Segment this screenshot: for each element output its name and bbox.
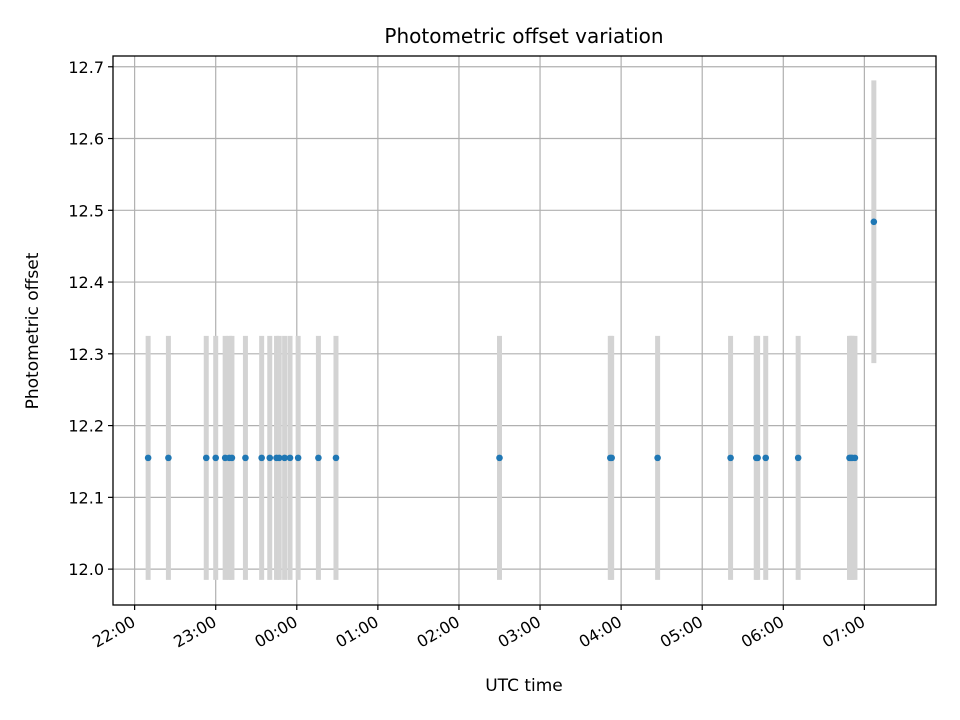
data-point <box>754 454 761 462</box>
x-tick-label: 06:00 <box>738 612 787 652</box>
x-axis-label: UTC time <box>485 676 563 696</box>
data-point <box>315 454 322 462</box>
x-tick-label: 00:00 <box>251 612 300 652</box>
data-point <box>851 454 859 462</box>
data-point <box>242 454 249 462</box>
data-point <box>212 454 220 462</box>
x-tick-label: 04:00 <box>576 612 625 652</box>
y-tick-label: 12.1 <box>68 488 104 507</box>
x-tick-label: 22:00 <box>89 612 138 652</box>
x-tick-label: 05:00 <box>657 612 706 652</box>
y-tick-label: 12.7 <box>68 58 104 77</box>
data-point <box>332 454 340 462</box>
data-point <box>165 454 172 462</box>
y-tick-label: 12.0 <box>68 560 104 579</box>
error-bars <box>145 80 877 580</box>
grid <box>113 56 936 605</box>
x-tick-label: 07:00 <box>819 612 868 652</box>
data-point <box>258 454 265 462</box>
y-tick-label: 12.2 <box>68 417 104 436</box>
data-point <box>144 454 152 462</box>
x-tick-label: 23:00 <box>170 612 219 652</box>
y-tick-label: 12.6 <box>68 130 104 149</box>
data-point <box>266 454 274 462</box>
x-axis: 22:00 23:00 00:00 01:00 02:00 03:00 04:00 05:00… <box>89 605 868 652</box>
data-point <box>281 454 288 462</box>
data-point <box>294 454 302 462</box>
data-point <box>608 454 615 462</box>
x-tick-label: 03:00 <box>495 612 544 652</box>
y-tick-label: 12.3 <box>68 345 104 364</box>
plot-area-frame <box>112 55 937 606</box>
data-point <box>727 454 734 462</box>
data-point <box>286 454 294 462</box>
data-point <box>496 454 503 462</box>
y-tick-label: 12.4 <box>68 273 104 292</box>
chart-title: Photometric offset variation <box>384 24 663 48</box>
data-point <box>762 454 770 462</box>
y-tick-label: 12.5 <box>68 201 104 220</box>
data-point <box>870 218 878 226</box>
data-point <box>228 454 236 462</box>
data-point <box>654 454 661 462</box>
y-axis: 12.0 12.1 12.2 12.3 12.4 12.5 12.6 12.7 <box>68 58 113 579</box>
x-tick-label: 01:00 <box>332 612 381 652</box>
y-axis-label: Photometric offset <box>23 252 43 409</box>
x-tick-label: 02:00 <box>414 612 463 652</box>
data-point <box>794 454 802 462</box>
data-point <box>275 454 283 462</box>
data-point <box>202 454 210 462</box>
data-points <box>144 218 878 462</box>
